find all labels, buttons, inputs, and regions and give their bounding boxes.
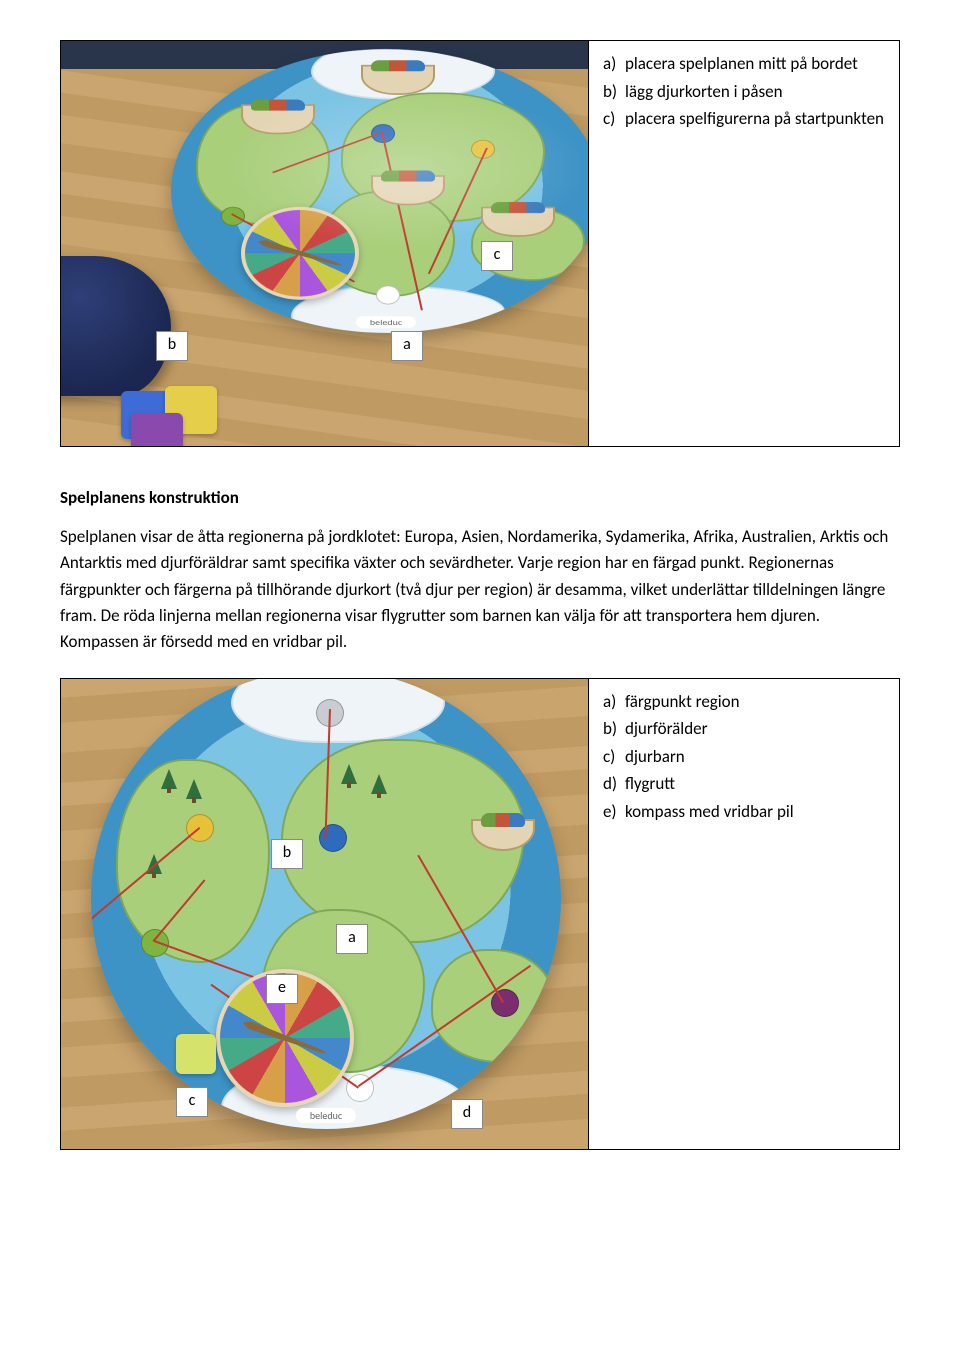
figure2-legend: a)färgpunkt region b)djurförälder c)djur… bbox=[589, 679, 899, 1149]
game-board: beleduc bbox=[171, 49, 588, 333]
figure1-row: beleduc a b c a)placera spelplanen mitt … bbox=[60, 40, 900, 447]
callout-c: c bbox=[176, 1087, 208, 1117]
figure1-image-cell: beleduc a b c bbox=[61, 41, 589, 446]
figure1-scene: beleduc a b c bbox=[61, 41, 588, 446]
callout-d: d bbox=[451, 1099, 483, 1129]
figure2-image-cell: beleduc a b c d e bbox=[61, 679, 589, 1149]
boat-piece bbox=[481, 207, 555, 237]
callout-b: b bbox=[156, 331, 188, 361]
figure2-row: beleduc a b c d e a)färgpunkt region b)d… bbox=[60, 678, 900, 1150]
animal-card bbox=[131, 413, 183, 446]
brand-label: beleduc bbox=[356, 316, 416, 328]
legend-item: c)placera spelfigurerna på startpunkten bbox=[625, 106, 885, 132]
boat-piece bbox=[361, 65, 435, 95]
callout-a: a bbox=[391, 331, 423, 361]
figure2-scene: beleduc a b c d e bbox=[61, 679, 588, 1149]
animal-child-card bbox=[176, 1034, 216, 1074]
boat-piece bbox=[241, 104, 315, 134]
callout-b: b bbox=[271, 839, 303, 869]
legend-item: a)placera spelplanen mitt på bordet bbox=[625, 51, 885, 77]
legend-item: b)djurförälder bbox=[625, 716, 885, 742]
callout-e: e bbox=[266, 974, 298, 1004]
callout-a: a bbox=[336, 924, 368, 954]
figure1-legend: a)placera spelplanen mitt på bordet b)lä… bbox=[589, 41, 899, 446]
boat-piece bbox=[371, 175, 445, 205]
game-board: beleduc bbox=[91, 679, 561, 1129]
legend-item: e)kompass med vridbar pil bbox=[625, 799, 885, 825]
legend-item: d)flygrutt bbox=[625, 771, 885, 797]
section-paragraph: Spelplanen visar de åtta regionerna på j… bbox=[60, 524, 900, 656]
legend-item: c)djurbarn bbox=[625, 744, 885, 770]
legend-item: a)färgpunkt region bbox=[625, 689, 885, 715]
section-heading: Spelplanens konstruktion bbox=[60, 487, 900, 508]
brand-label: beleduc bbox=[296, 1108, 356, 1123]
compass-spinner bbox=[241, 207, 359, 300]
callout-c: c bbox=[481, 241, 513, 271]
legend-item: b)lägg djurkorten i påsen bbox=[625, 79, 885, 105]
